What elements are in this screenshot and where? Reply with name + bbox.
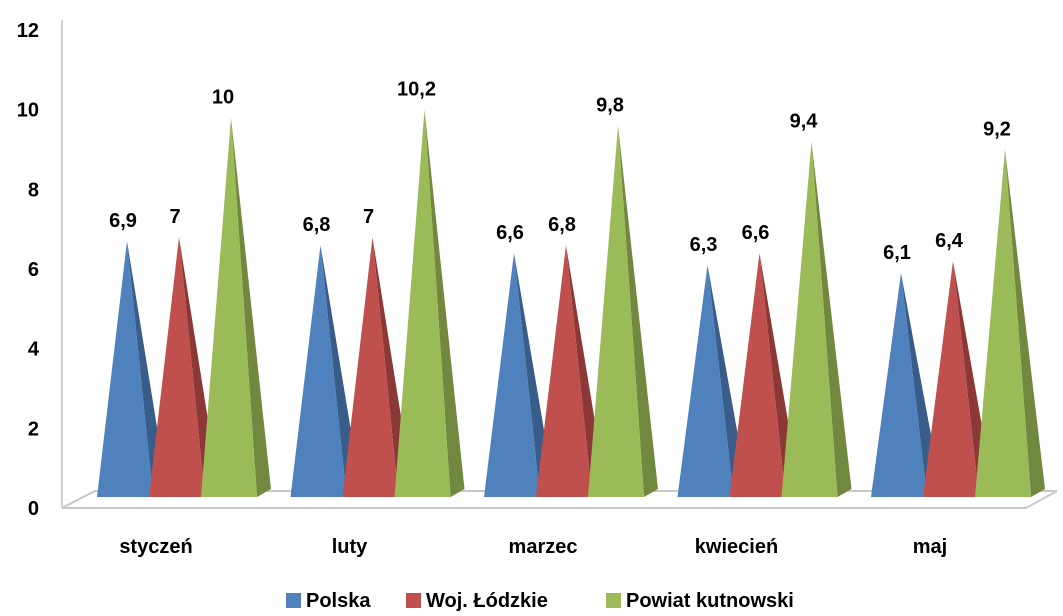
bar-front-face [729, 253, 786, 497]
data-label: 6,6 [496, 222, 524, 244]
data-label: 7 [363, 206, 374, 228]
legend-swatch [406, 593, 421, 608]
bar-side-face [1005, 149, 1045, 498]
bar-side-face [231, 117, 271, 498]
bar-pyramid [394, 109, 465, 497]
data-label: 6,9 [109, 210, 137, 232]
bar-front-face [677, 265, 734, 497]
data-label: 10,2 [397, 79, 436, 101]
data-label: 6,8 [548, 214, 576, 236]
data-label: 9,8 [596, 95, 624, 117]
y-tick-label: 12 [17, 20, 39, 42]
bar-front-face [975, 149, 1031, 498]
bars [97, 109, 1045, 498]
bar-pyramid [781, 141, 852, 498]
bar-front-face [149, 237, 205, 497]
data-label: 6,3 [690, 234, 718, 256]
x-tick-label: maj [913, 536, 947, 558]
bar-pyramid [975, 149, 1045, 498]
x-tick-label: luty [332, 536, 368, 558]
bar-front-face [871, 273, 927, 497]
bar-front-face [290, 245, 347, 497]
y-tick-label: 8 [28, 179, 39, 201]
bar-front-face [97, 241, 153, 497]
bar-pyramid [201, 117, 271, 498]
bar-front-face [201, 117, 257, 498]
data-labels: 6,9 7 10 6,8 7 10,2 6,6 6,8 9,8 6,3 6,6 9,4 6,1 6,4 9,… [109, 79, 1011, 264]
data-label: 6,8 [303, 214, 331, 236]
bar-front-face [588, 125, 644, 497]
bar-front-face [536, 245, 592, 497]
data-label: 10 [212, 87, 234, 109]
x-tick-label: marzec [509, 536, 578, 558]
y-tick-label: 10 [17, 100, 39, 122]
bar-front-face [781, 141, 838, 498]
bar-side-face [618, 125, 658, 497]
data-label: 9,2 [983, 119, 1011, 141]
x-tick-label: kwiecień [695, 536, 778, 558]
y-tick-label: 0 [28, 498, 39, 520]
y-tick-label: 6 [28, 259, 39, 281]
legend-swatch [286, 593, 301, 608]
bar-front-face [923, 261, 979, 497]
legend: Polska Woj. Łódzkie Powiat kutnowski [286, 590, 794, 612]
bar-front-face [484, 253, 540, 497]
bar-side-face [424, 109, 465, 497]
data-label: 6,4 [935, 230, 964, 252]
data-label: 6,1 [883, 242, 911, 264]
data-label: 7 [169, 206, 180, 228]
legend-label: Woj. Łódzkie [426, 590, 548, 612]
legend-swatch [606, 593, 621, 608]
bar-side-face [811, 141, 852, 498]
y-tick-label: 4 [28, 339, 40, 361]
bar-front-face [394, 109, 451, 497]
data-label: 6,6 [742, 222, 770, 244]
legend-item: Polska [286, 590, 371, 612]
y-tick-label: 2 [28, 418, 39, 440]
legend-item: Powiat kutnowski [606, 590, 794, 612]
data-label: 9,4 [790, 111, 819, 133]
legend-label: Powiat kutnowski [626, 590, 794, 612]
legend-label: Polska [306, 590, 371, 612]
bar-front-face [342, 237, 399, 497]
bar-pyramid [588, 125, 658, 497]
legend-item: Woj. Łódzkie [406, 590, 548, 612]
x-tick-label: styczeń [119, 536, 192, 558]
